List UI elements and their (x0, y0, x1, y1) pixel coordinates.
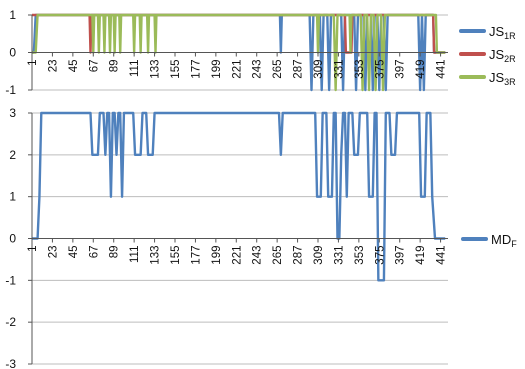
x-tick-label: 199 (211, 60, 223, 79)
y-tick-label: 3 (9, 106, 16, 120)
y-tick-label: 1 (9, 190, 16, 204)
x-tick-label: 133 (150, 60, 162, 79)
x-tick-label: 243 (252, 246, 264, 265)
x-tick-label: 67 (88, 60, 100, 73)
x-tick-label: 199 (211, 246, 223, 265)
x-tick-label: 133 (150, 246, 162, 265)
x-tick-label: 309 (313, 246, 325, 265)
x-tick-label: 155 (170, 246, 182, 265)
x-tick-label: 45 (68, 60, 80, 73)
y-tick-label: 0 (9, 232, 16, 246)
x-tick-label: 309 (313, 60, 325, 79)
x-tick-label: 441 (436, 60, 448, 79)
x-tick-label: 331 (333, 246, 345, 265)
x-tick-label: 111 (129, 60, 141, 77)
y-tick-label: -1 (5, 83, 16, 97)
x-tick-label: 419 (415, 60, 427, 79)
x-tick-label: 177 (190, 60, 202, 79)
y-tick-label: 2 (9, 148, 16, 162)
legend-label: JS2R (489, 47, 516, 64)
x-tick-label: 375 (374, 60, 386, 79)
x-tick-label: 89 (109, 246, 121, 259)
x-tick-label: 89 (109, 60, 121, 73)
x-tick-label: 397 (395, 246, 407, 265)
x-tick-label: 375 (374, 246, 386, 265)
x-tick-label: 221 (231, 60, 243, 79)
y-tick-label: 1 (9, 8, 16, 22)
x-tick-label: 419 (415, 246, 427, 265)
legend-label: MDF (491, 232, 517, 249)
x-tick-label: 111 (129, 246, 141, 263)
x-tick-label: 45 (68, 246, 80, 259)
y-tick-label: 0 (9, 46, 16, 60)
y-tick-label: -2 (5, 315, 16, 329)
x-tick-label: 23 (47, 60, 59, 73)
x-tick-label: 331 (333, 60, 345, 79)
x-tick-label: 353 (354, 60, 366, 79)
top-chart: -1 0 1 1 23 45 67 89 111 133 155 177 199 221 243 265 287… (5, 8, 516, 97)
x-tick-label: 265 (272, 60, 284, 79)
x-tick-label: 397 (395, 60, 407, 79)
legend-label: JS3R (489, 70, 516, 87)
x-tick-label: 155 (170, 60, 182, 79)
x-tick-label: 287 (293, 246, 305, 265)
x-tick-label: 67 (88, 246, 100, 259)
x-tick-label: 353 (354, 246, 366, 265)
x-tick-label: 177 (190, 246, 202, 265)
x-tick-label: 441 (436, 246, 448, 265)
x-tick-label: 23 (47, 246, 59, 259)
x-tick-label: 1 (27, 246, 39, 252)
y-tick-label: -3 (5, 357, 16, 369)
legend-label: JS1R (489, 24, 516, 41)
x-tick-label: 221 (231, 246, 243, 265)
x-tick-label: 265 (272, 246, 284, 265)
x-tick-label: 243 (252, 60, 264, 79)
y-tick-label: -1 (5, 273, 16, 287)
x-tick-label: 287 (293, 60, 305, 79)
series-line-mdf (32, 111, 446, 282)
x-tick-label: 1 (27, 60, 39, 66)
